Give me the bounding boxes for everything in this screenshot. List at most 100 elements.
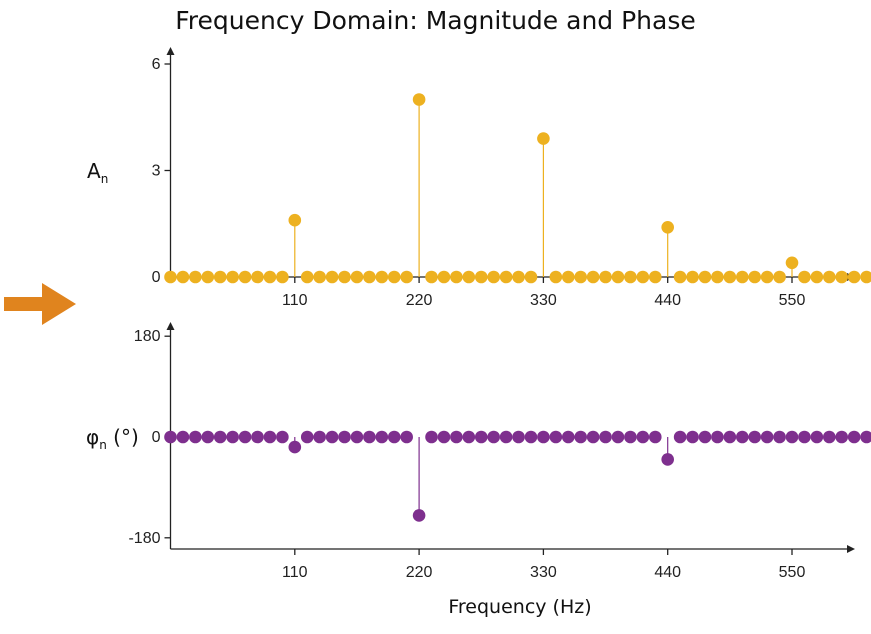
stem-marker [375, 430, 389, 444]
stem-marker [487, 270, 500, 284]
stem-marker [599, 270, 612, 284]
stem-marker [325, 430, 339, 444]
stem-marker [798, 430, 811, 444]
stem-marker [698, 270, 712, 284]
stem-marker [276, 270, 289, 284]
y-axis-arrowhead [166, 47, 175, 55]
stem-marker [338, 270, 351, 284]
stem-marker [251, 430, 264, 444]
y-axis-label: An [87, 159, 108, 186]
stem-marker [499, 430, 513, 444]
x-tick-label: 110 [282, 292, 308, 309]
x-tick-label: 110 [282, 564, 308, 581]
stem-marker [325, 270, 339, 284]
stem-marker [735, 270, 749, 284]
stem-marker [462, 270, 476, 284]
stem-marker [313, 270, 326, 284]
stem-marker [711, 270, 724, 284]
stem-marker [338, 430, 351, 444]
stem-marker [474, 270, 488, 284]
stem-marker [387, 270, 401, 284]
stem-marker [450, 270, 463, 284]
stem-marker [574, 270, 587, 284]
stem-marker [810, 270, 824, 284]
stem-marker [164, 270, 177, 284]
stem-marker [686, 270, 699, 284]
stem-marker [425, 430, 438, 444]
phase-panel: -180 0 180 110 220 330 440 550 φn (°) [86, 322, 871, 581]
stem-marker [300, 430, 314, 444]
stem-marker [375, 270, 389, 284]
stem-marker [350, 430, 364, 444]
x-tick-label: 440 [654, 292, 681, 309]
stem-marker [549, 430, 563, 444]
y-tick-label: 0 [152, 269, 161, 286]
stem-marker [773, 430, 786, 444]
stem-marker [611, 270, 625, 284]
stem-marker [835, 430, 849, 444]
stem-marker [624, 270, 637, 284]
stem-marker [213, 430, 227, 444]
stem-marker [363, 430, 376, 444]
stem-marker [574, 430, 587, 444]
y-tick-label: 6 [152, 56, 161, 73]
stem-marker [822, 430, 836, 444]
x-tick-label: 550 [779, 292, 806, 309]
stem-marker [810, 430, 824, 444]
stem-marker [400, 430, 413, 444]
stem-marker [537, 430, 550, 444]
stem-marker [387, 430, 401, 444]
stem-marker [213, 270, 227, 284]
stem-marker [661, 453, 674, 466]
stem-marker [363, 270, 376, 284]
stem-marker [400, 270, 413, 284]
stem-marker [450, 430, 463, 444]
stem-marker [512, 430, 525, 444]
stem-marker [474, 430, 488, 444]
stem-marker [648, 270, 662, 284]
stem-marker [201, 430, 215, 444]
x-tick-label: 220 [406, 292, 433, 309]
stem-marker [537, 132, 550, 145]
stem-marker [189, 270, 202, 284]
stem-marker [673, 430, 687, 444]
stem-marker [785, 256, 799, 270]
x-axis-arrowhead [847, 545, 855, 553]
stem-marker [760, 270, 774, 284]
stem-marker [561, 430, 575, 444]
x-tick-label: 440 [654, 564, 681, 581]
stem-marker [437, 430, 451, 444]
arrow-shape [4, 283, 76, 325]
stem-marker [189, 430, 202, 444]
stem-marker [586, 430, 600, 444]
stem-marker [785, 430, 799, 444]
x-axis-label: Frequency (Hz) [448, 596, 592, 618]
stem-marker [425, 270, 438, 284]
stem-marker [499, 270, 513, 284]
stem-marker [276, 430, 289, 444]
stem-marker [624, 430, 637, 444]
stem-marker [176, 430, 190, 444]
stem-marker [586, 270, 600, 284]
y-tick-label: 3 [152, 163, 161, 180]
stem-marker [201, 270, 215, 284]
stem-marker [412, 93, 426, 106]
stem-marker [673, 270, 687, 284]
stem-marker [698, 430, 712, 444]
magnitude-panel: 0 3 6 110 220 330 440 550 An [87, 47, 871, 309]
stem-marker [437, 270, 451, 284]
stem-marker [847, 430, 861, 444]
y-tick-label: -180 [128, 530, 160, 547]
stem-marker [748, 430, 762, 444]
stem-marker [723, 430, 737, 444]
stem-marker [251, 270, 264, 284]
stem-marker [313, 430, 326, 444]
stem-marker [462, 430, 476, 444]
stem-marker [636, 430, 650, 444]
stem-marker [773, 270, 786, 284]
stem-marker [822, 270, 836, 284]
x-tick-label: 330 [530, 564, 557, 581]
stem-marker [176, 270, 190, 284]
stem-marker [599, 430, 612, 444]
